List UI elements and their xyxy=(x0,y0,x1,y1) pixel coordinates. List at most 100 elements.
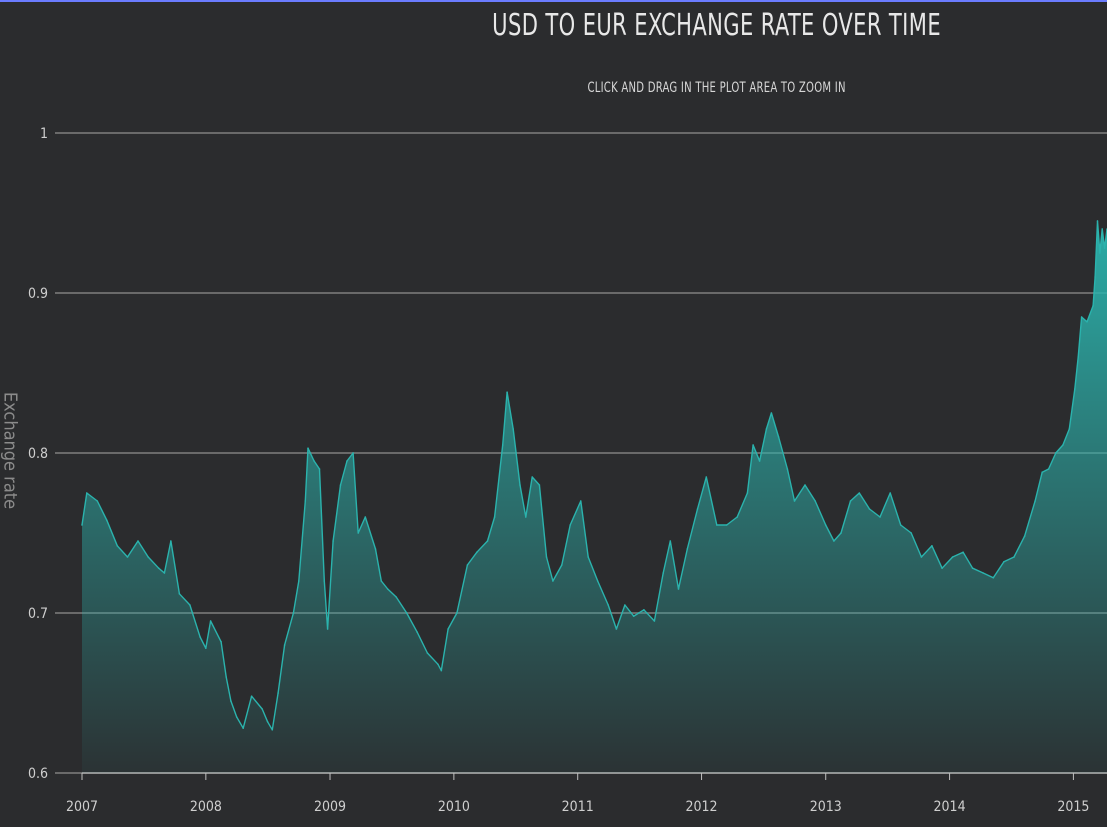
x-tick-label: 2009 xyxy=(314,799,346,815)
data-point xyxy=(147,556,149,558)
data-point xyxy=(962,551,964,553)
top-accent-line xyxy=(0,0,1107,2)
data-point xyxy=(1055,452,1057,454)
data-point xyxy=(992,577,995,579)
data-point xyxy=(941,567,943,569)
data-point xyxy=(352,452,354,454)
data-point xyxy=(137,540,139,542)
data-point xyxy=(304,500,307,502)
data-point xyxy=(716,524,718,526)
data-point xyxy=(292,612,295,614)
data-point xyxy=(346,460,348,462)
data-point xyxy=(220,641,222,643)
data-point xyxy=(531,476,533,478)
data-point xyxy=(804,484,806,486)
data-point xyxy=(339,484,342,486)
data-point xyxy=(261,708,264,710)
data-point xyxy=(519,484,521,486)
data-point xyxy=(840,532,842,534)
data-point xyxy=(538,484,541,486)
y-tick-label: 1 xyxy=(40,126,48,142)
x-tick-label: 2015 xyxy=(1057,799,1089,815)
y-tick-label: 0.9 xyxy=(28,286,48,302)
data-point xyxy=(298,580,300,582)
data-point xyxy=(96,500,99,502)
data-point xyxy=(313,460,315,462)
data-point xyxy=(476,551,478,553)
x-tick-label: 2011 xyxy=(562,799,594,815)
plot-area[interactable] xyxy=(81,220,1107,773)
data-point xyxy=(178,593,181,595)
data-point xyxy=(230,700,232,702)
data-point xyxy=(386,588,389,590)
data-point xyxy=(662,572,664,574)
data-point xyxy=(277,692,279,694)
data-point xyxy=(512,428,514,430)
data-point xyxy=(395,596,398,598)
series-area xyxy=(82,221,1107,773)
x-tick-label: 2007 xyxy=(66,799,98,815)
data-point xyxy=(793,500,796,502)
data-point xyxy=(235,716,238,718)
data-point xyxy=(1023,535,1026,537)
data-point xyxy=(1074,388,1076,390)
data-point xyxy=(242,727,244,729)
data-point xyxy=(982,572,984,574)
data-point xyxy=(833,540,835,542)
data-point xyxy=(824,524,827,526)
data-point xyxy=(364,516,367,518)
data-point xyxy=(580,500,582,502)
data-point xyxy=(696,508,699,510)
data-point xyxy=(332,540,334,542)
data-point xyxy=(624,604,626,606)
data-point xyxy=(669,540,672,542)
data-point xyxy=(283,644,286,646)
data-point xyxy=(552,580,554,582)
y-tick-label: 0.7 xyxy=(28,606,48,622)
data-point xyxy=(1094,276,1096,278)
data-point xyxy=(266,721,269,723)
x-tick-label: 2010 xyxy=(438,799,470,815)
data-point xyxy=(725,524,728,526)
data-point xyxy=(1077,356,1079,358)
x-axis: 2007 2008 2009 2010 2011 2012 2013 2014 2015 xyxy=(66,772,1107,815)
data-point xyxy=(205,647,207,649)
data-point xyxy=(1047,468,1050,470)
data-point xyxy=(81,524,83,526)
data-point xyxy=(486,540,489,542)
data-point xyxy=(615,628,618,630)
x-tick-label: 2008 xyxy=(190,799,222,815)
data-point xyxy=(506,391,508,394)
data-point xyxy=(632,615,635,617)
data-point xyxy=(1062,444,1064,446)
data-point xyxy=(163,572,166,574)
data-point xyxy=(1103,247,1106,249)
data-point xyxy=(858,492,861,494)
data-point xyxy=(126,556,129,558)
data-point xyxy=(374,548,377,550)
y-axis: 0.6 0.7 0.8 0.9 1 xyxy=(28,126,48,782)
data-point xyxy=(437,663,439,665)
data-point xyxy=(777,436,780,438)
data-point xyxy=(323,580,326,582)
data-point xyxy=(1003,561,1005,563)
data-point xyxy=(868,508,871,510)
data-point xyxy=(569,524,571,526)
data-point xyxy=(849,500,852,502)
x-tick-label: 2013 xyxy=(810,799,842,815)
y-tick-label: 0.6 xyxy=(28,766,48,782)
data-point xyxy=(380,580,383,582)
data-point xyxy=(758,460,761,462)
data-point xyxy=(1101,228,1103,230)
data-point xyxy=(889,492,891,494)
data-point xyxy=(705,476,708,478)
data-point xyxy=(271,729,274,731)
data-point xyxy=(643,609,645,611)
data-point xyxy=(587,556,589,558)
data-point xyxy=(920,556,923,558)
data-point xyxy=(466,564,469,566)
y-tick-label: 0.8 xyxy=(28,446,48,462)
data-point xyxy=(561,564,563,566)
data-point xyxy=(250,695,253,697)
